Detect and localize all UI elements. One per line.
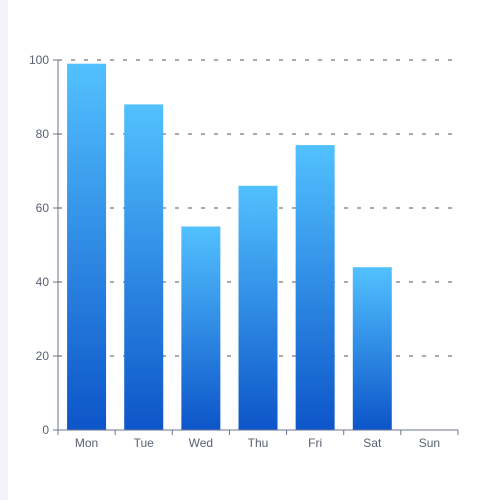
bar-tue [124, 104, 164, 431]
bar-fri [295, 145, 335, 430]
bars [67, 63, 392, 431]
y-tick-label: 60 [36, 201, 50, 215]
y-tick-label: 100 [29, 53, 49, 67]
y-tick-label: 0 [42, 423, 49, 437]
x-tick-label: Tue [134, 436, 155, 450]
bar-thu [238, 185, 278, 430]
bar-sat [352, 267, 392, 430]
x-tick-label: Fri [308, 436, 322, 450]
tick-labels: 0 20 40 60 80 100 Mon Tue Wed Thu Fri Sat Sun [29, 53, 440, 450]
axes [53, 59, 459, 435]
y-tick-label: 20 [36, 349, 50, 363]
y-tick-label: 40 [36, 275, 50, 289]
x-tick-label: Wed [189, 436, 213, 450]
bar-mon [67, 63, 107, 430]
x-tick-label: Sat [363, 436, 382, 450]
left-edge-strip [0, 0, 8, 500]
bar-wed [181, 226, 221, 430]
x-tick-label: Sun [419, 436, 440, 450]
y-tick-label: 80 [36, 127, 50, 141]
x-tick-label: Mon [75, 436, 98, 450]
x-tick-label: Thu [248, 436, 269, 450]
